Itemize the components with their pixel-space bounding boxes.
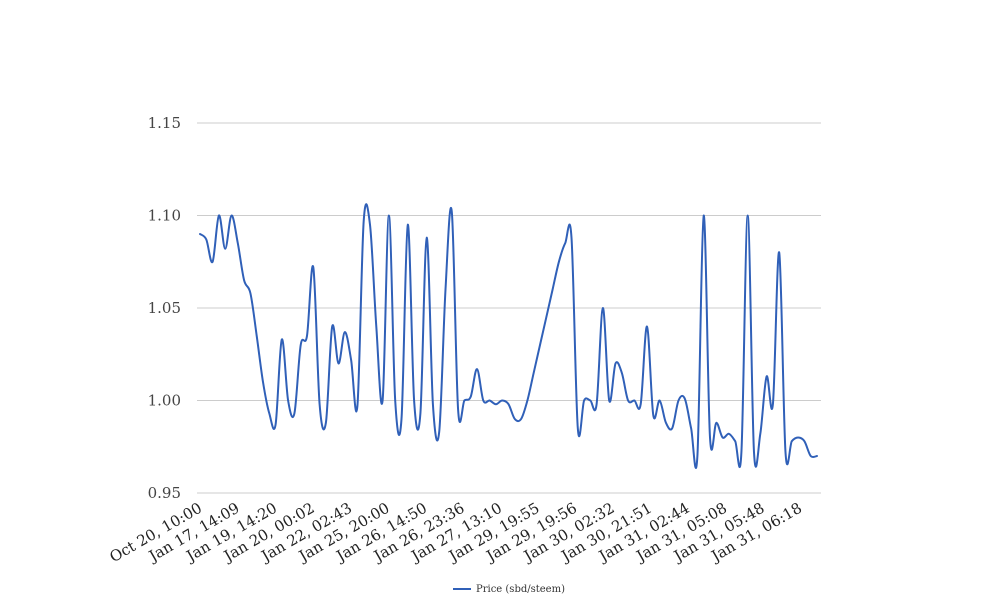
y-tick-label: 1.00: [148, 392, 181, 410]
y-tick-label: 1.15: [148, 114, 181, 132]
grid-lines: [197, 122, 821, 494]
series-lines: [199, 203, 818, 469]
y-tick-label: 0.95: [148, 484, 181, 502]
legend-label: Price (sbd/steem): [476, 584, 565, 595]
y-tick-label: 1.05: [148, 299, 181, 317]
y-axis-ticks: 0.95 1.00 1.05 1.10 1.15: [148, 114, 181, 502]
y-tick-label: 1.10: [148, 207, 181, 225]
legend: Price (sbd/steem): [453, 584, 565, 595]
series-line-price: [199, 203, 818, 469]
